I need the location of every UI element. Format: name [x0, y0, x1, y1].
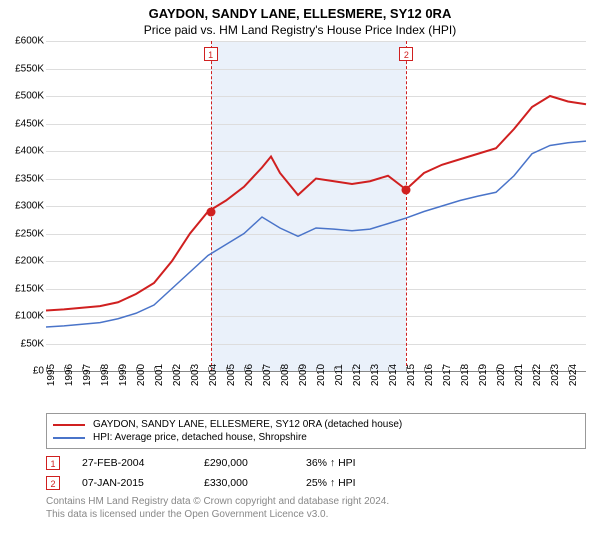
x-tick-label: 2010 [316, 364, 327, 386]
x-tick-label: 2021 [514, 364, 525, 386]
y-tick-label: £50K [0, 338, 44, 349]
transaction-row: 1 27-FEB-2004 £290,000 36% ↑ HPI [46, 453, 586, 473]
chart-title: GAYDON, SANDY LANE, ELLESMERE, SY12 0RA [0, 0, 600, 21]
y-tick-label: £500K [0, 91, 44, 102]
transaction-price: £290,000 [204, 457, 284, 469]
transaction-delta: 25% ↑ HPI [306, 477, 386, 489]
x-tick-label: 2008 [280, 364, 291, 386]
x-tick-label: 2019 [478, 364, 489, 386]
x-tick-label: 1996 [64, 364, 75, 386]
x-tick-label: 2009 [298, 364, 309, 386]
x-tick-label: 2000 [136, 364, 147, 386]
x-tick-label: 1995 [46, 364, 57, 386]
x-tick-label: 2004 [208, 364, 219, 386]
legend-box: GAYDON, SANDY LANE, ELLESMERE, SY12 0RA … [46, 413, 586, 449]
x-axis-labels: 1995199619971998199920002001200220032004… [46, 371, 586, 409]
x-tick-label: 2018 [460, 364, 471, 386]
chart-lines [46, 41, 586, 371]
legend-item: HPI: Average price, detached house, Shro… [53, 431, 579, 444]
x-tick-label: 2012 [352, 364, 363, 386]
x-tick-label: 2001 [154, 364, 165, 386]
legend-swatch [53, 437, 85, 439]
y-tick-label: £150K [0, 283, 44, 294]
chart-plot-area: £0£50K£100K£150K£200K£250K£300K£350K£400… [46, 41, 586, 371]
x-tick-label: 2015 [406, 364, 417, 386]
transaction-delta: 36% ↑ HPI [306, 457, 386, 469]
x-tick-label: 2017 [442, 364, 453, 386]
y-tick-label: £200K [0, 256, 44, 267]
transactions-table: 1 27-FEB-2004 £290,000 36% ↑ HPI 2 07-JAN-201… [46, 453, 586, 493]
transaction-date: 07-JAN-2015 [82, 477, 182, 489]
footnote-line2: This data is licensed under the Open Gov… [46, 509, 328, 520]
y-tick-label: £550K [0, 63, 44, 74]
footnote-line1: Contains HM Land Registry data © Crown c… [46, 496, 389, 507]
transaction-badge: 2 [46, 476, 60, 490]
x-tick-label: 2013 [370, 364, 381, 386]
x-tick-label: 2014 [388, 364, 399, 386]
transaction-date: 27-FEB-2004 [82, 457, 182, 469]
series-price_paid [46, 96, 586, 311]
y-tick-label: £400K [0, 146, 44, 157]
x-tick-label: 2006 [244, 364, 255, 386]
x-tick-label: 1999 [118, 364, 129, 386]
x-tick-label: 2022 [532, 364, 543, 386]
chart-subtitle: Price paid vs. HM Land Registry's House … [0, 21, 600, 41]
x-tick-label: 2005 [226, 364, 237, 386]
footnote: Contains HM Land Registry data © Crown c… [46, 495, 586, 521]
y-tick-label: £300K [0, 201, 44, 212]
y-tick-label: £600K [0, 36, 44, 47]
x-tick-label: 2007 [262, 364, 273, 386]
x-tick-label: 2020 [496, 364, 507, 386]
chart-container: GAYDON, SANDY LANE, ELLESMERE, SY12 0RA … [0, 0, 600, 560]
transaction-row: 2 07-JAN-2015 £330,000 25% ↑ HPI [46, 473, 586, 493]
x-tick-label: 2023 [550, 364, 561, 386]
x-tick-label: 2011 [334, 364, 345, 386]
legend-label: GAYDON, SANDY LANE, ELLESMERE, SY12 0RA … [93, 419, 402, 430]
transaction-badge: 1 [46, 456, 60, 470]
legend-label: HPI: Average price, detached house, Shro… [93, 432, 307, 443]
x-tick-label: 2002 [172, 364, 183, 386]
transaction-price: £330,000 [204, 477, 284, 489]
x-tick-label: 2024 [568, 364, 579, 386]
y-tick-label: £350K [0, 173, 44, 184]
x-tick-label: 2003 [190, 364, 201, 386]
legend-item: GAYDON, SANDY LANE, ELLESMERE, SY12 0RA … [53, 418, 579, 431]
y-tick-label: £250K [0, 228, 44, 239]
x-tick-label: 1997 [82, 364, 93, 386]
y-tick-label: £100K [0, 311, 44, 322]
x-tick-label: 1998 [100, 364, 111, 386]
y-tick-label: £0 [0, 366, 44, 377]
x-tick-label: 2016 [424, 364, 435, 386]
y-tick-label: £450K [0, 118, 44, 129]
legend-swatch [53, 424, 85, 426]
